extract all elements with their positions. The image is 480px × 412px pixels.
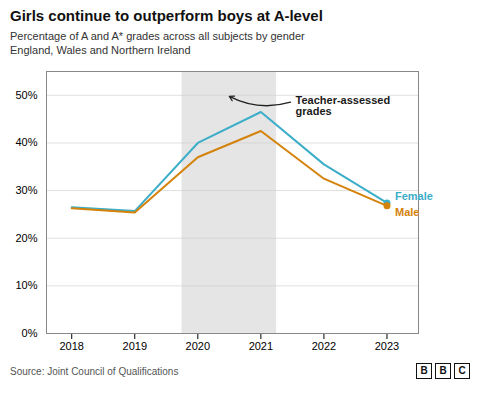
svg-text:Male: Male [395,206,419,218]
svg-text:2022: 2022 [312,340,336,352]
svg-text:2018: 2018 [59,340,83,352]
svg-text:30%: 30% [15,184,37,196]
svg-text:2021: 2021 [249,340,273,352]
svg-text:50%: 50% [15,89,37,101]
svg-text:2019: 2019 [123,340,147,352]
svg-text:Female: Female [395,189,433,201]
html-text:B: B [420,365,428,376]
svg-text:2023: 2023 [375,340,399,352]
svg-text:2020: 2020 [186,340,210,352]
html-text:England, Wales and Northern Ir: England, Wales and Northern Ireland [10,44,191,56]
svg-text:40%: 40% [15,136,37,148]
svg-text:Teacher-assessedgrades: Teacher-assessedgrades [296,94,391,117]
svg-text:20%: 20% [15,232,37,244]
svg-text:10%: 10% [15,279,37,291]
html-text:Source: Joint Council of Quali: Source: Joint Council of Qualifications [10,365,179,377]
html-text:B: B [439,365,447,376]
html-text:C: C [458,365,466,376]
html-text:Percentage of A and A* grades: Percentage of A and A* grades across all… [10,30,305,42]
svg-text:0%: 0% [22,327,38,339]
html-text:Girls continue to outperform b: Girls continue to outperform boys at A-l… [10,7,323,24]
